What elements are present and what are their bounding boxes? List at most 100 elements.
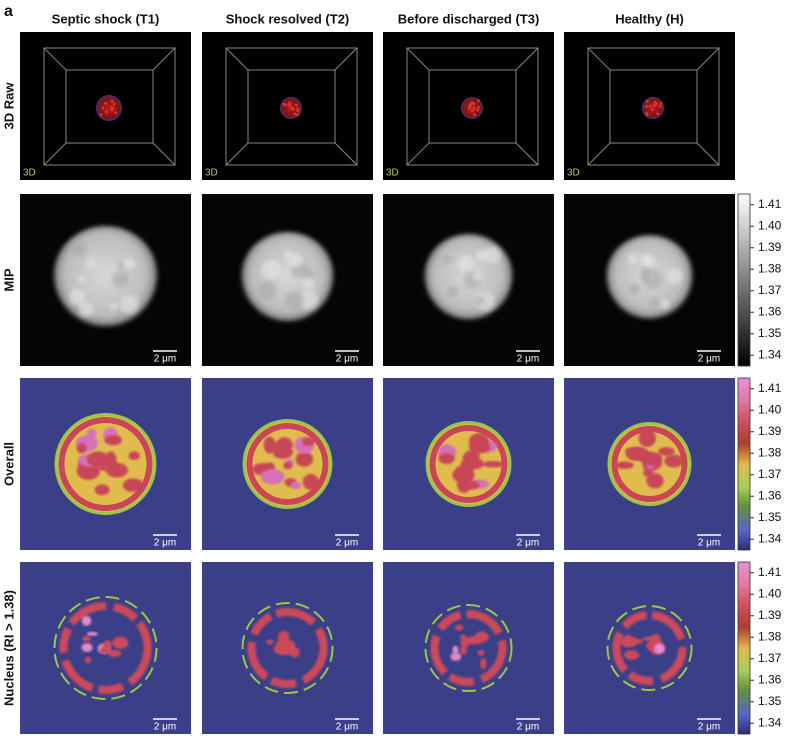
cell-speck	[112, 102, 116, 106]
colorbar	[737, 561, 751, 735]
cell-texture	[120, 295, 139, 314]
nucleus-blob	[266, 639, 274, 645]
cell-rim	[611, 426, 688, 502]
colorbar-tick-label: 1.38	[758, 629, 782, 643]
cell-blob	[98, 464, 117, 472]
nucleus-blob	[460, 637, 470, 648]
colorbar-tick-label: 1.39	[758, 424, 782, 438]
cell-speck	[476, 108, 480, 112]
nucleus-blob	[454, 624, 464, 631]
cell-speck	[105, 109, 109, 113]
cell-speck	[101, 106, 105, 110]
box-outer	[587, 47, 720, 166]
cell-speck	[652, 104, 656, 108]
cell-texture	[109, 302, 119, 311]
image-panel: 2 μm	[20, 378, 191, 550]
colorbar-tick-label: 1.35	[758, 326, 782, 340]
cell-blob	[614, 461, 634, 469]
cell-blob	[295, 451, 314, 467]
cell-blob	[86, 428, 97, 439]
cell-texture	[660, 299, 671, 309]
cell-texture	[77, 275, 86, 284]
cell-speck	[110, 108, 114, 112]
cell-texture	[302, 277, 315, 290]
cell-speck	[472, 106, 476, 110]
cell-texture	[288, 253, 303, 268]
colorbar-tick-label: 1.37	[758, 651, 782, 665]
cell-blob	[459, 480, 480, 490]
column-title: Septic shock (T1)	[52, 11, 160, 26]
cell-speck	[467, 107, 471, 111]
box-outer	[43, 47, 176, 166]
view-label: 3D	[567, 168, 580, 179]
cell-texture	[85, 257, 97, 268]
cell-blob	[482, 460, 505, 468]
nucleus-ring	[247, 608, 328, 688]
nucleus-ring	[59, 602, 152, 694]
colorbar-tick-label: 1.41	[758, 197, 782, 211]
cell-edge	[53, 596, 158, 700]
cell-texture	[69, 288, 86, 306]
cell-speck	[296, 107, 300, 111]
cell	[461, 97, 483, 119]
cell-blob	[302, 474, 319, 490]
cell-texture	[666, 268, 683, 285]
cell-blob	[104, 435, 122, 446]
cell-texture	[261, 259, 281, 280]
cell-speck	[648, 104, 652, 108]
box-edge	[152, 142, 176, 166]
colorbar	[737, 193, 751, 367]
nucleus-blob	[81, 615, 92, 626]
cell-speck	[659, 102, 663, 106]
box-edge	[515, 47, 539, 71]
image-panel: 2 μm	[383, 194, 554, 366]
image-panel: 2 μm	[564, 562, 735, 734]
cell-blob	[638, 429, 656, 448]
nucleus-ring	[612, 611, 687, 685]
nucleus-blob	[452, 645, 459, 654]
box-edge	[334, 47, 358, 71]
scale-bar-label: 2 μm	[698, 354, 720, 365]
cell-speck	[288, 101, 292, 105]
colorbar-tick-label: 1.34	[758, 347, 782, 361]
box-outer	[406, 47, 539, 166]
cell	[51, 226, 160, 334]
cell-speck	[477, 99, 481, 103]
cell-blob	[122, 478, 144, 492]
nucleus-ring	[430, 610, 507, 686]
scale-bar-label: 2 μm	[154, 354, 176, 365]
cell-speck	[470, 109, 474, 113]
panel-background	[383, 562, 554, 734]
image-panel: 2 μm	[202, 378, 373, 550]
view-label: 3D	[386, 168, 399, 179]
cell-texture	[123, 257, 136, 270]
row-label: 3D Raw	[1, 82, 16, 130]
nucleus-blob	[82, 635, 91, 642]
cell	[642, 97, 664, 119]
scale-bar-label: 2 μm	[154, 538, 176, 549]
image-panel: 3D	[564, 32, 735, 180]
cell-texture	[627, 252, 639, 265]
cell-rim	[429, 425, 508, 503]
box-edge	[406, 142, 430, 166]
cell-speck	[473, 113, 477, 117]
cell-blob	[664, 454, 684, 468]
cell-blob	[452, 467, 475, 483]
cell-rim	[246, 423, 329, 505]
colorbar-tick-label: 1.37	[758, 283, 782, 297]
cell-speck	[650, 107, 654, 111]
cell-blob	[105, 451, 117, 469]
colorbar	[737, 377, 751, 551]
cell-speck	[110, 99, 114, 103]
cell-rim	[58, 417, 153, 511]
cell-speck	[645, 99, 649, 103]
cell-texture	[457, 254, 474, 271]
cell-speck	[658, 104, 662, 108]
scale-bar-label: 2 μm	[517, 722, 539, 733]
cell-blob	[469, 441, 491, 454]
cell-blob	[646, 473, 664, 489]
colorbar-tick-label: 1.34	[758, 531, 782, 545]
nucleus-blob	[81, 643, 93, 653]
image-panel: 3D	[383, 32, 554, 180]
